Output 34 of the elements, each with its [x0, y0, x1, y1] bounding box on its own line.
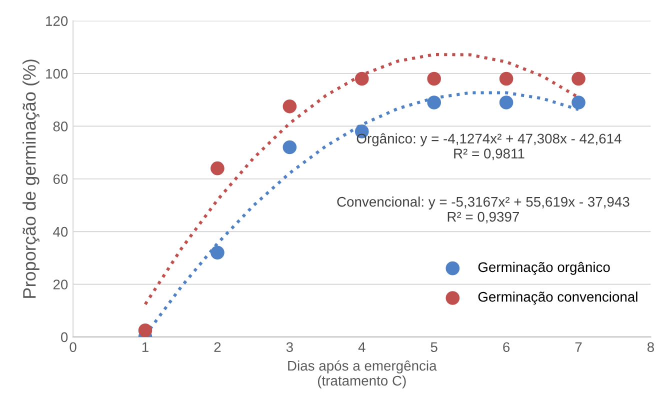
point: [138, 323, 152, 337]
point: [499, 72, 514, 86]
x-tick-label: 6: [503, 342, 510, 352]
point: [282, 100, 297, 114]
point: [427, 72, 441, 86]
y-tick-label: 120: [46, 16, 68, 26]
point: [354, 72, 369, 86]
point: [210, 161, 224, 176]
legend-label: Germinação convencional: [478, 292, 638, 305]
annotation: Convencional: y = -5,3167x² + 55,619x - 37,943 R² = 0,9397: [337, 196, 630, 224]
x-tick-label: 5: [430, 342, 438, 352]
point: [210, 246, 224, 260]
point: [572, 96, 586, 110]
x-tick-label: 7: [575, 342, 582, 352]
legend-label: Germinação orgânico: [478, 262, 610, 275]
y-tick-label: 60: [53, 174, 68, 184]
point: [572, 72, 586, 86]
x-axis-title: Dias após a emergência (tratamento C): [288, 360, 437, 388]
x-tick-label: 3: [286, 342, 293, 352]
x-tick-label: 0: [70, 342, 76, 352]
y-tick-label: 80: [53, 122, 68, 132]
y-tick-label: 40: [53, 226, 68, 237]
point: [499, 96, 514, 110]
x-tick-label: 1: [142, 342, 148, 352]
x-tick-label: 8: [647, 342, 654, 352]
x-tick-label: 4: [358, 342, 366, 352]
point: [282, 140, 297, 154]
y-tick-label: 20: [53, 280, 68, 290]
x-tick-label: 2: [214, 342, 221, 352]
y-axis-title: Proporção de germinação (%): [22, 60, 40, 298]
annotation: Orgânico: y = -4,1274x² + 47,308x - 42,614 R² = 0,9811: [356, 133, 622, 160]
y-tick-label: 100: [46, 68, 68, 79]
point: [427, 96, 441, 110]
y-tick-label: 0: [61, 332, 68, 342]
